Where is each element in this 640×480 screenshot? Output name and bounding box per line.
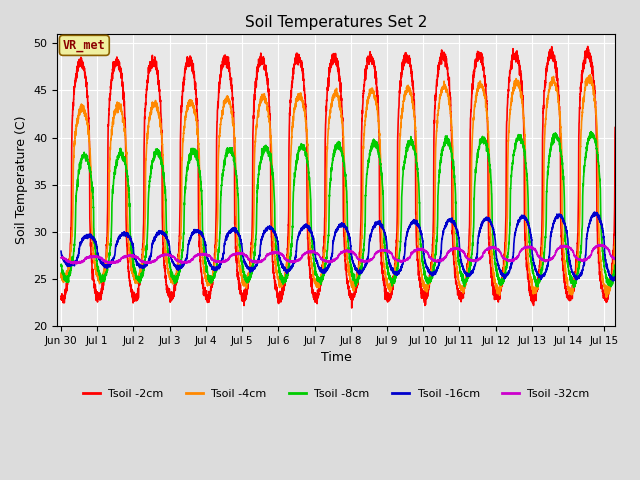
Tsoil -32cm [207,254,214,260]
Tsoil -8cm [326,186,333,192]
Tsoil -4cm [603,294,611,300]
Title: Soil Temperatures Set 2: Soil Temperatures Set 2 [245,15,428,30]
Tsoil -8cm [183,164,191,170]
Tsoil -4cm [376,139,383,144]
Tsoil -16cm [591,209,598,215]
X-axis label: Time: Time [321,351,351,364]
Tsoil -2cm [376,228,384,234]
Tsoil -16cm [376,220,383,226]
Tsoil -8cm [376,157,383,163]
Tsoil -2cm [584,44,591,49]
Tsoil -4cm [586,72,594,78]
Tsoil -2cm [348,305,356,311]
Tsoil -32cm [183,259,191,265]
Tsoil -2cm [102,248,110,253]
Tsoil -16cm [57,248,65,254]
Line: Tsoil -32cm: Tsoil -32cm [61,245,615,264]
Tsoil -32cm [597,242,605,248]
Tsoil -4cm [207,274,214,280]
Line: Tsoil -16cm: Tsoil -16cm [61,212,615,281]
Tsoil -8cm [207,278,214,284]
Line: Tsoil -2cm: Tsoil -2cm [61,47,615,308]
Tsoil -16cm [207,262,214,268]
Tsoil -32cm [57,255,65,261]
Tsoil -2cm [326,63,333,69]
Tsoil -32cm [611,256,619,262]
Tsoil -8cm [57,263,65,268]
Tsoil -16cm [609,278,617,284]
Tsoil -16cm [102,262,110,268]
Tsoil -8cm [587,129,595,134]
Tsoil -8cm [102,272,110,278]
Tsoil -16cm [487,219,495,225]
Tsoil -32cm [326,259,334,264]
Tsoil -4cm [326,112,333,118]
Tsoil -32cm [487,245,495,251]
Tsoil -4cm [183,104,191,109]
Tsoil -8cm [570,285,577,290]
Tsoil -8cm [487,173,495,179]
Tsoil -4cm [487,240,495,246]
Text: VR_met: VR_met [63,39,106,52]
Tsoil -16cm [326,262,333,268]
Tsoil -2cm [57,294,65,300]
Tsoil -2cm [207,290,214,296]
Tsoil -16cm [183,252,191,258]
Tsoil -4cm [102,256,110,262]
Legend: Tsoil -2cm, Tsoil -4cm, Tsoil -8cm, Tsoil -16cm, Tsoil -32cm: Tsoil -2cm, Tsoil -4cm, Tsoil -8cm, Tsoi… [79,384,594,403]
Line: Tsoil -8cm: Tsoil -8cm [61,132,615,288]
Tsoil -4cm [57,271,65,277]
Tsoil -2cm [183,60,191,65]
Tsoil -16cm [611,274,619,279]
Tsoil -4cm [611,237,619,243]
Y-axis label: Soil Temperature (C): Soil Temperature (C) [15,116,28,244]
Tsoil -32cm [376,248,384,253]
Tsoil -32cm [102,259,110,265]
Tsoil -2cm [611,125,619,131]
Tsoil -8cm [611,266,619,272]
Tsoil -2cm [487,269,495,275]
Tsoil -32cm [69,261,77,267]
Line: Tsoil -4cm: Tsoil -4cm [61,75,615,297]
